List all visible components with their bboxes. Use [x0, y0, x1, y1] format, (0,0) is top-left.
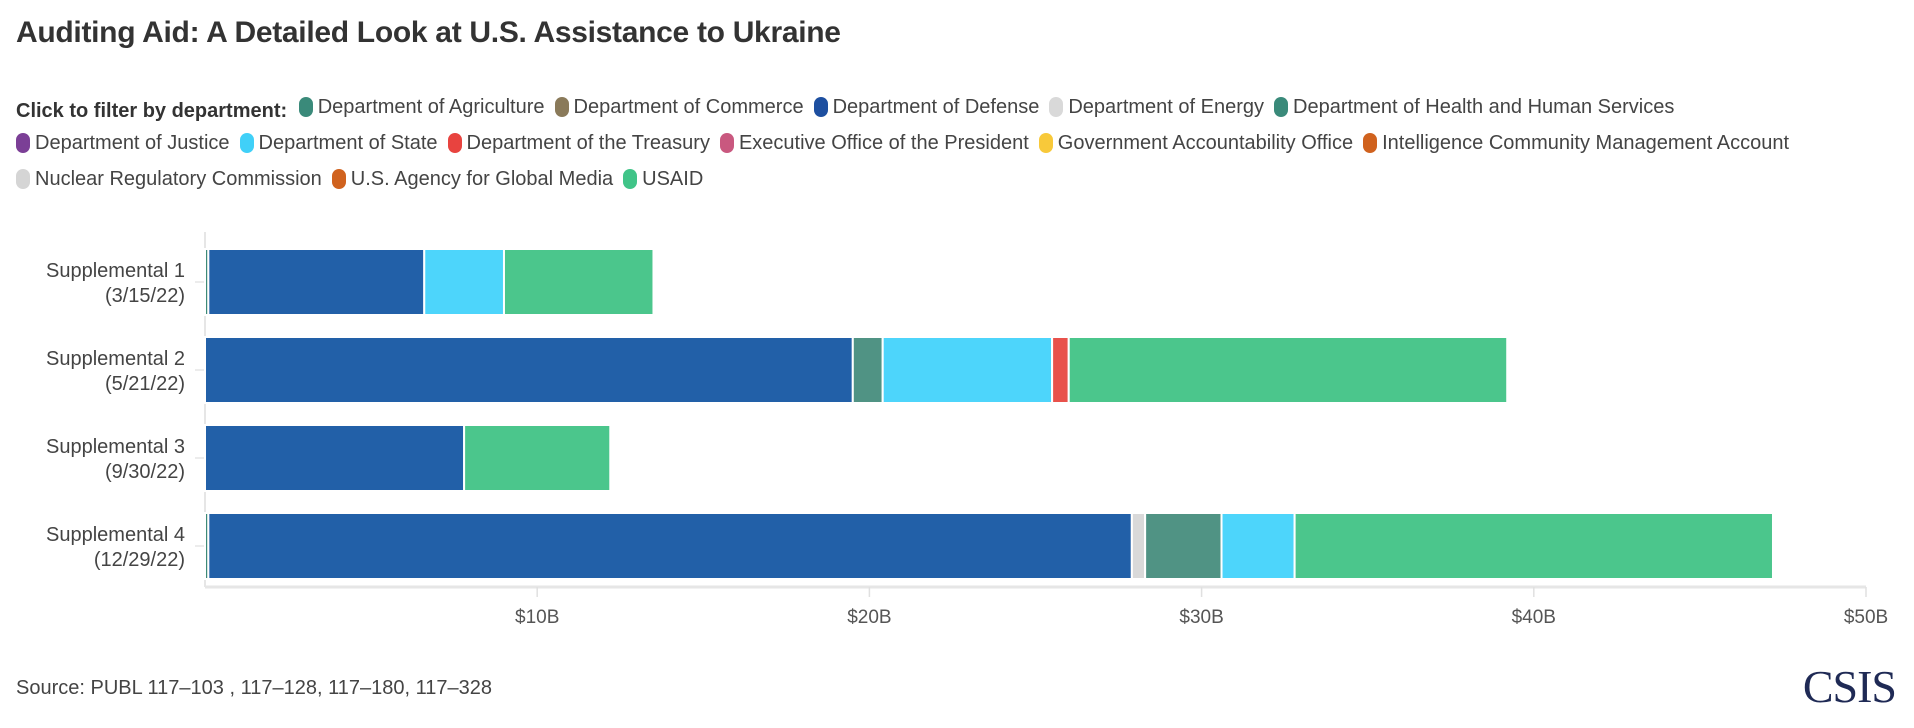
bar-segment-department-of-state[interactable]: [881, 336, 1054, 404]
x-tick-label: $50B: [1844, 607, 1888, 628]
row-label-name: Supplemental 3: [46, 436, 185, 458]
legend-dot-icon: [331, 169, 346, 189]
row-label-name: Supplemental 1: [46, 260, 185, 282]
row-label-name: Supplemental 4: [46, 524, 185, 546]
source-note: Source: PUBL 117–103 , 117–128, 117–180,…: [16, 677, 492, 699]
bar-segment-department-of-defense[interactable]: [207, 512, 1133, 580]
bar-segment-department-of-health-and-human-services[interactable]: [851, 336, 884, 404]
x-tick-label: $20B: [847, 607, 891, 628]
legend-dot-icon: [16, 169, 30, 189]
legend-item-department-of-the-treasury[interactable]: Department of the Treasury: [447, 127, 710, 159]
bar-segment-department-of-the-treasury[interactable]: [1051, 336, 1070, 404]
legend-dot-icon: [1038, 133, 1053, 153]
legend-dot-icon: [1274, 97, 1289, 117]
legend-item-department-of-health-and-human-services[interactable]: Department of Health and Human Services: [1274, 91, 1674, 123]
legend-item-government-accountability-office[interactable]: Government Accountability Office: [1038, 127, 1354, 159]
legend-label: Department of Agriculture: [317, 96, 545, 118]
legend-label: Government Accountability Office: [1057, 132, 1354, 154]
legend-item-department-of-commerce[interactable]: Department of Commerce: [554, 91, 804, 123]
row-label-name: Supplemental 2: [46, 348, 185, 370]
legend-dot-icon: [239, 133, 254, 153]
legend-label: Department of the Treasury: [466, 132, 710, 154]
legend-label: Department of State: [258, 132, 438, 154]
bar-segment-usaid[interactable]: [1067, 336, 1509, 404]
stacked-bar-chart: $10B $20B $30B $40B $50B Supplemental 1 (3/15/…: [46, 232, 1888, 628]
legend-dot-icon: [16, 133, 30, 153]
row-label-date: (5/21/22): [105, 373, 185, 395]
legend-lead: Click to filter by department:: [16, 100, 288, 122]
bar-segment-usaid[interactable]: [463, 424, 612, 492]
row-label-date: (12/29/22): [94, 549, 185, 571]
legend-item-u-s-agency-for-global-media[interactable]: U.S. Agency for Global Media: [331, 163, 614, 195]
chart-title: Auditing Aid: A Detailed Look at U.S. As…: [16, 16, 841, 49]
legend-label: Department of Justice: [35, 132, 230, 154]
bar-segment-department-of-state[interactable]: [423, 248, 505, 316]
legend-item-nuclear-regulatory-commission[interactable]: Nuclear Regulatory Commission: [16, 163, 322, 195]
bar-segment-department-of-defense[interactable]: [204, 424, 466, 492]
legend-label: Nuclear Regulatory Commission: [35, 168, 322, 190]
bar-segment-department-of-energy[interactable]: [1130, 512, 1147, 580]
legend-item-intelligence-community-management-account[interactable]: Intelligence Community Management Accoun…: [1363, 127, 1789, 159]
legend-dot-icon: [554, 97, 569, 117]
legend-item-department-of-energy[interactable]: Department of Energy: [1049, 91, 1264, 123]
bar-segment-department-of-defense[interactable]: [204, 336, 854, 404]
csis-logo: CSIS: [1802, 661, 1897, 712]
legend-item-department-of-state[interactable]: Department of State: [239, 127, 438, 159]
row-label-date: (3/15/22): [105, 285, 185, 307]
legend-dot-icon: [298, 97, 313, 117]
bar-segment-department-of-health-and-human-services[interactable]: [1144, 512, 1223, 580]
legend-dot-icon: [813, 97, 828, 117]
bar-segment-usaid[interactable]: [1293, 512, 1774, 580]
legend-label: Department of Health and Human Services: [1293, 96, 1675, 118]
x-tick-label: $40B: [1512, 607, 1556, 628]
legend-dot-icon: [1363, 133, 1378, 153]
legend-label: Department of Energy: [1068, 96, 1265, 118]
row-label-date: (9/30/22): [105, 461, 185, 483]
legend-label: Department of Defense: [832, 96, 1040, 118]
legend-dot-icon: [719, 133, 734, 153]
bar-segment-department-of-defense[interactable]: [207, 248, 426, 316]
legend-label: USAID: [642, 168, 704, 190]
legend-dot-icon: [447, 133, 462, 153]
bar-segment-usaid[interactable]: [502, 248, 655, 316]
legend-dot-icon: [1049, 97, 1064, 117]
legend-dot-icon: [623, 169, 638, 189]
bar-segment-department-of-state[interactable]: [1220, 512, 1296, 580]
legend-item-department-of-justice[interactable]: Department of Justice: [16, 127, 230, 159]
legend-label: U.S. Agency for Global Media: [350, 168, 614, 190]
legend-item-usaid[interactable]: USAID: [623, 163, 703, 195]
legend-item-executive-office-of-the-president[interactable]: Executive Office of the President: [719, 127, 1029, 159]
department-filter-legend: Click to filter by department: Departmen…: [16, 91, 1906, 199]
legend-item-department-of-defense[interactable]: Department of Defense: [813, 91, 1040, 123]
legend-label: Department of Commerce: [573, 96, 804, 118]
x-tick-label: $30B: [1179, 607, 1223, 628]
legend-label: Executive Office of the President: [738, 132, 1029, 154]
x-tick-label: $10B: [515, 607, 559, 628]
legend-label: Intelligence Community Management Accoun…: [1382, 132, 1789, 154]
legend-item-department-of-agriculture[interactable]: Department of Agriculture: [298, 91, 545, 123]
